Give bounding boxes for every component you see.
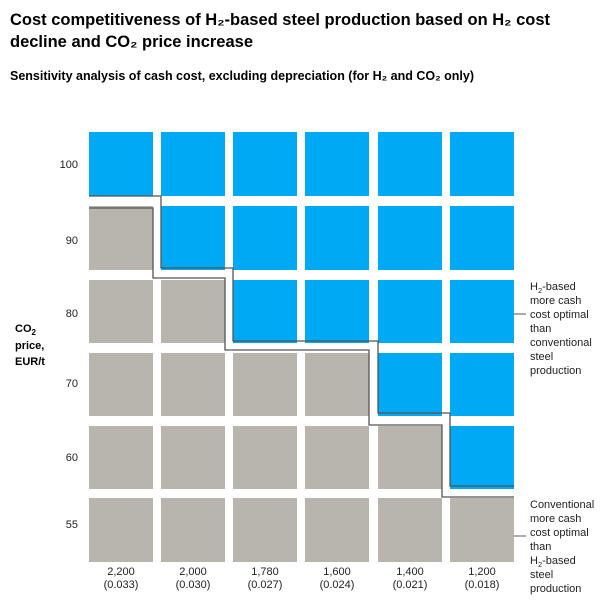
heatmap-cell-90-1600 bbox=[305, 206, 369, 270]
heatmap-cell-80-2200 bbox=[89, 280, 153, 343]
x-tick-sublabel: (0.018) bbox=[465, 579, 500, 591]
boundary-line bbox=[89, 207, 514, 498]
y-tick-label: 90 bbox=[66, 235, 78, 247]
heatmap-cell-70-2200 bbox=[89, 353, 153, 416]
chart-title-line-1: Cost competitiveness of H₂-based steel p… bbox=[10, 11, 551, 29]
y-tick-label: 70 bbox=[66, 378, 78, 390]
x-tick-label: 2,000 bbox=[179, 566, 207, 578]
heatmap-cell-55-2000 bbox=[161, 498, 225, 562]
y-axis-label: CO2 bbox=[15, 323, 37, 337]
y-axis-label-line-2: price, bbox=[15, 340, 44, 352]
x-tick-sublabel: (0.030) bbox=[176, 579, 211, 591]
legend-conventional-optimal-line: Conventional bbox=[530, 499, 594, 511]
y-axis-label-line-3: EUR/t bbox=[15, 356, 45, 368]
x-tick-label: 2,200 bbox=[107, 566, 135, 578]
x-tick-sublabel: (0.021) bbox=[393, 579, 428, 591]
column-separator bbox=[369, 132, 378, 562]
heatmap-cell-80-1200 bbox=[450, 280, 514, 343]
heatmap-cell-60-2000 bbox=[161, 426, 225, 489]
y-tick-label: 100 bbox=[60, 159, 78, 171]
x-tick-label: 1,780 bbox=[251, 566, 279, 578]
column-separator bbox=[442, 132, 450, 562]
heatmap-cell-100-2200 bbox=[89, 132, 153, 196]
legend-conventional-optimal-line: steel bbox=[530, 569, 553, 581]
heatmap-cell-70-1600 bbox=[305, 353, 369, 416]
heatmap-cell-60-1200 bbox=[450, 426, 514, 489]
heatmap-cell-100-1780 bbox=[233, 132, 297, 196]
heatmap-cell-80-1400 bbox=[378, 280, 442, 343]
heatmap-cell-90-1780 bbox=[233, 206, 297, 270]
heatmap-cell-80-1780 bbox=[233, 280, 297, 343]
legend-conventional-optimal-line: H2-based bbox=[530, 555, 576, 569]
legend-h2-optimal-line: more cash bbox=[530, 295, 581, 307]
legend-h2-optimal-line: than bbox=[530, 323, 551, 335]
heatmap-cell-70-1400 bbox=[378, 353, 442, 416]
boundary-line-upper bbox=[89, 195, 514, 487]
heatmap-cell-90-1200 bbox=[450, 206, 514, 270]
heatmap-cell-55-2200 bbox=[89, 498, 153, 562]
legend-h2-optimal-line: conventional bbox=[530, 337, 592, 349]
heatmap-cell-70-1200 bbox=[450, 353, 514, 416]
chart-title-line-2: decline and CO₂ price increase bbox=[10, 33, 254, 51]
heatmap-cell-90-2000 bbox=[161, 206, 225, 270]
heatmap-cell-55-1600 bbox=[305, 498, 369, 562]
heatmap-cell-100-1600 bbox=[305, 132, 369, 196]
x-tick-sublabel: (0.027) bbox=[248, 579, 283, 591]
heatmap-cell-55-1200 bbox=[450, 498, 514, 562]
heatmap-cell-60-1600 bbox=[305, 426, 369, 489]
legend-conventional-optimal: Conventional more cash cost optimal than H2-… bbox=[514, 499, 594, 595]
y-tick-label: 60 bbox=[66, 452, 78, 464]
heatmap-cell-60-1400 bbox=[378, 426, 442, 489]
y-tick-label: 80 bbox=[66, 308, 78, 320]
heatmap-cell-55-1400 bbox=[378, 498, 442, 562]
legend-conventional-optimal-line: than bbox=[530, 541, 551, 553]
chart-subtitle: Sensitivity analysis of cash cost, exclu… bbox=[10, 69, 474, 83]
column-separator bbox=[225, 132, 233, 562]
legend-conventional-optimal-line: cost optimal bbox=[530, 527, 589, 539]
heatmap-cell-60-1780 bbox=[233, 426, 297, 489]
heatmap-cell-100-2000 bbox=[161, 132, 225, 196]
heatmap-cell-80-1600 bbox=[305, 280, 369, 343]
heatmap-cell-80-2000 bbox=[161, 280, 225, 343]
heatmap-cell-90-2200 bbox=[89, 206, 153, 270]
heatmap-cell-70-1780 bbox=[233, 353, 297, 416]
x-tick-sublabel: (0.033) bbox=[104, 579, 139, 591]
column-separator bbox=[153, 132, 161, 562]
legend-conventional-optimal-line: production bbox=[530, 583, 581, 595]
legend-conventional-optimal-line: more cash bbox=[530, 513, 581, 525]
legend-h2-optimal-line: steel bbox=[530, 351, 553, 363]
x-tick-label: 1,600 bbox=[323, 566, 351, 578]
heatmap-cell-60-2200 bbox=[89, 426, 153, 489]
heatmap-cell-90-1400 bbox=[378, 206, 442, 270]
x-tick-label: 1,400 bbox=[396, 566, 424, 578]
chart-title: Cost competitiveness of H₂-based steel p… bbox=[10, 9, 605, 53]
heatmap-cell-100-1400 bbox=[378, 132, 442, 196]
heatmap-cell-70-2000 bbox=[161, 353, 225, 416]
heatmap-cell-55-1780 bbox=[233, 498, 297, 562]
legend-h2-optimal-line: cost optimal bbox=[530, 309, 589, 321]
x-tick-label: 1,200 bbox=[468, 566, 496, 578]
column-separator bbox=[297, 132, 305, 562]
y-tick-label: 55 bbox=[66, 519, 78, 531]
heatmap-cell-100-1200 bbox=[450, 132, 514, 196]
x-tick-sublabel: (0.024) bbox=[320, 579, 355, 591]
legend-h2-optimal-line: production bbox=[530, 365, 581, 377]
legend-h2-optimal-line: H2-based bbox=[530, 281, 576, 295]
